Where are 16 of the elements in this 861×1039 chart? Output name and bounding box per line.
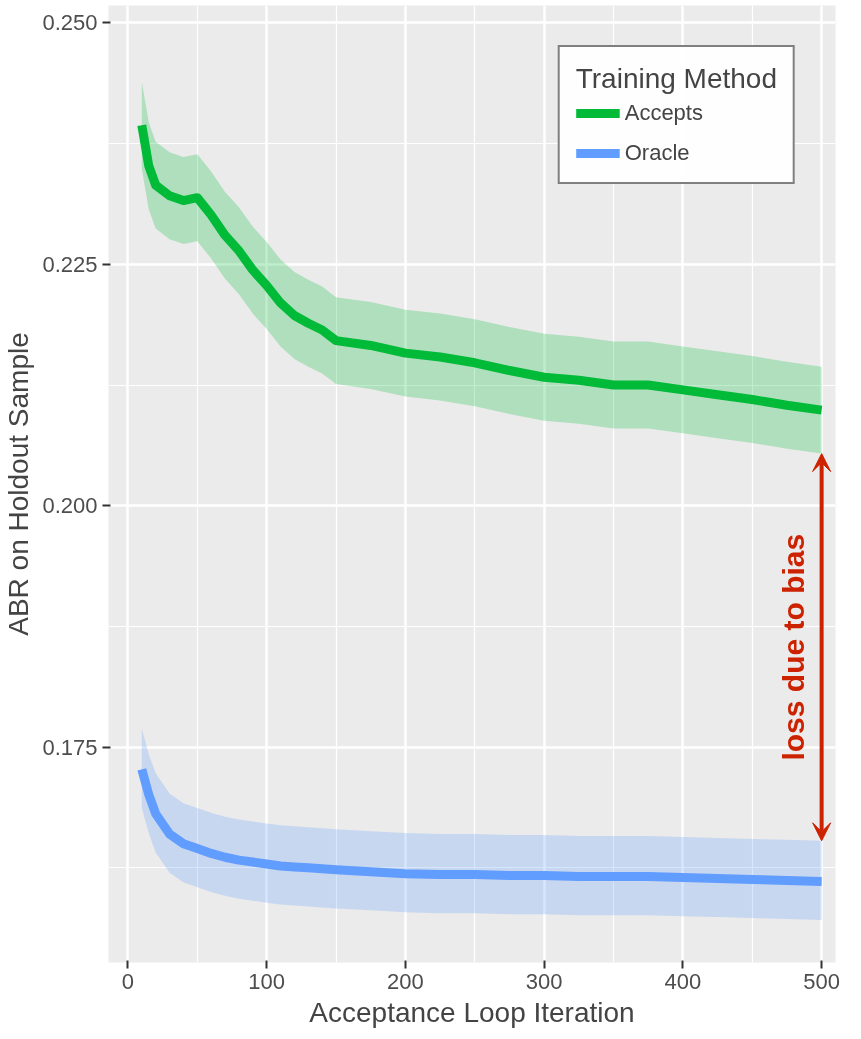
y-tick-label: 0.225 [42, 251, 98, 277]
x-tick-label: 0 [121, 968, 135, 994]
x-tick-label: 400 [664, 968, 702, 994]
legend-label: Oracle [624, 140, 690, 166]
x-tick-label: 200 [387, 968, 424, 994]
y-tick-label: 0.175 [42, 734, 98, 760]
annotation: loss due to bias [776, 533, 810, 761]
legend-label: Accepts [624, 100, 703, 126]
y-axis-title: ABR on Holdout Sample [3, 332, 35, 636]
y-tick-label: 0.250 [42, 10, 98, 36]
x-tick-label: 500 [803, 968, 840, 994]
y-tick-label: 0.200 [42, 493, 98, 519]
x-tick-label: 300 [525, 968, 563, 994]
x-tick-label: 100 [248, 968, 286, 994]
x-axis-title: Acceptance Loop Iteration [309, 996, 635, 1028]
legend-title: Training Method [575, 63, 777, 95]
